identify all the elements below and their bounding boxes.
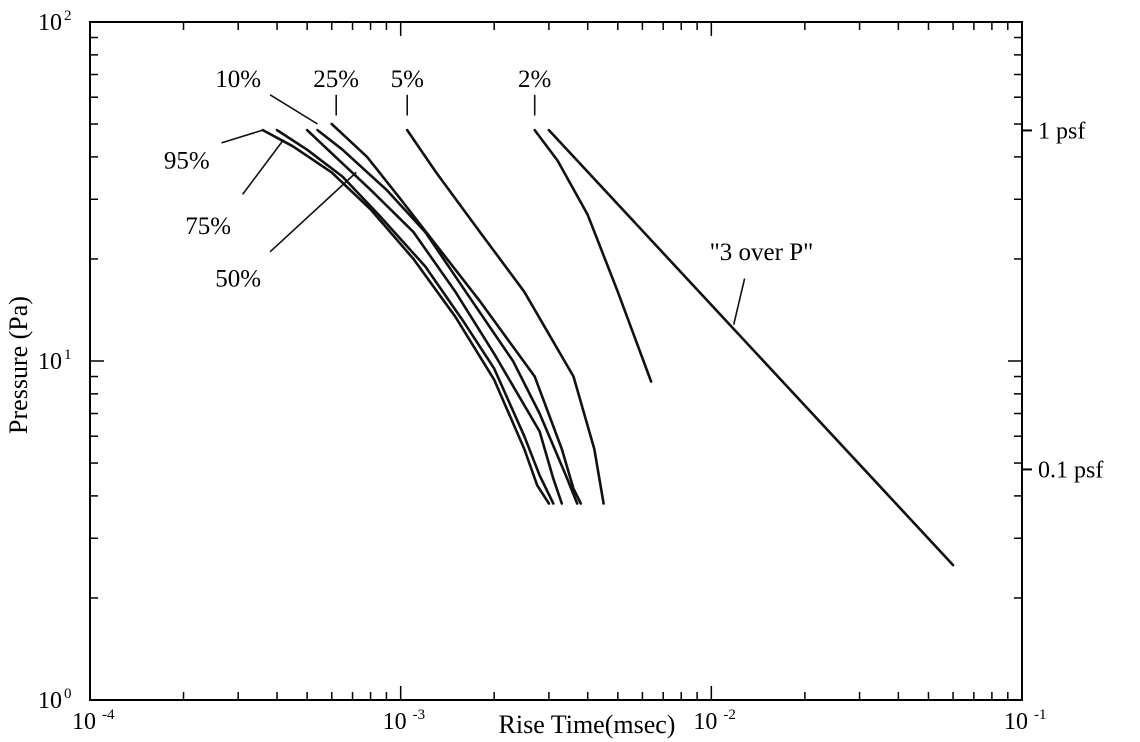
series-label: 75%: [185, 213, 231, 240]
series-label: 95%: [164, 148, 210, 175]
x-tick-label-exp: -4: [102, 707, 115, 723]
x-tick-label-exp: -2: [723, 707, 736, 723]
series-label: 50%: [215, 266, 261, 293]
series-line: [405, 128, 605, 505]
y-tick-label: 10: [38, 10, 62, 36]
y-tick-label: 10: [38, 688, 62, 714]
x-tick-label: 10: [383, 709, 407, 735]
series-label: 5%: [391, 66, 424, 93]
series-line: [547, 128, 955, 567]
label-leader-line: [732, 278, 746, 325]
right-axis-label: 0.1 psf: [1038, 457, 1103, 483]
x-tick-label-exp: -1: [1034, 707, 1047, 723]
series-line: [261, 128, 551, 505]
plot-frame: [89, 21, 1023, 701]
series-line: [275, 128, 555, 505]
series-line: [305, 128, 564, 505]
x-tick-label-exp: -3: [413, 707, 426, 723]
label-leader-line: [221, 129, 264, 144]
series-label: 25%: [313, 66, 359, 93]
y-tick-label-exp: 2: [64, 8, 72, 24]
y-tick-label-exp: 1: [64, 347, 72, 363]
y-tick-label-exp: 0: [64, 686, 72, 702]
x-axis-title: Rise Time(msec): [499, 710, 676, 739]
label-leader-line: [269, 94, 318, 125]
series-group: [261, 122, 955, 567]
label-leader-line: [241, 139, 285, 195]
series-label: 2%: [518, 66, 551, 93]
x-tick-label: 10: [1004, 709, 1028, 735]
series-label: 10%: [215, 66, 261, 93]
x-tick-label: 10: [693, 709, 717, 735]
label-leader-line: [269, 171, 357, 253]
series-line: [330, 122, 583, 505]
labels-group: 95% 75% 50% 10% 25% 5% 2% "3 over P": [164, 66, 813, 325]
series-label: "3 over P": [710, 239, 814, 266]
y-tick-label: 10: [38, 349, 62, 375]
x-tick-label: 10: [72, 709, 96, 735]
y-axis-title: Pressure (Pa): [4, 296, 33, 434]
right-axis-label: 1 psf: [1038, 118, 1085, 144]
series-line: [533, 128, 653, 383]
series-line: [316, 128, 579, 505]
